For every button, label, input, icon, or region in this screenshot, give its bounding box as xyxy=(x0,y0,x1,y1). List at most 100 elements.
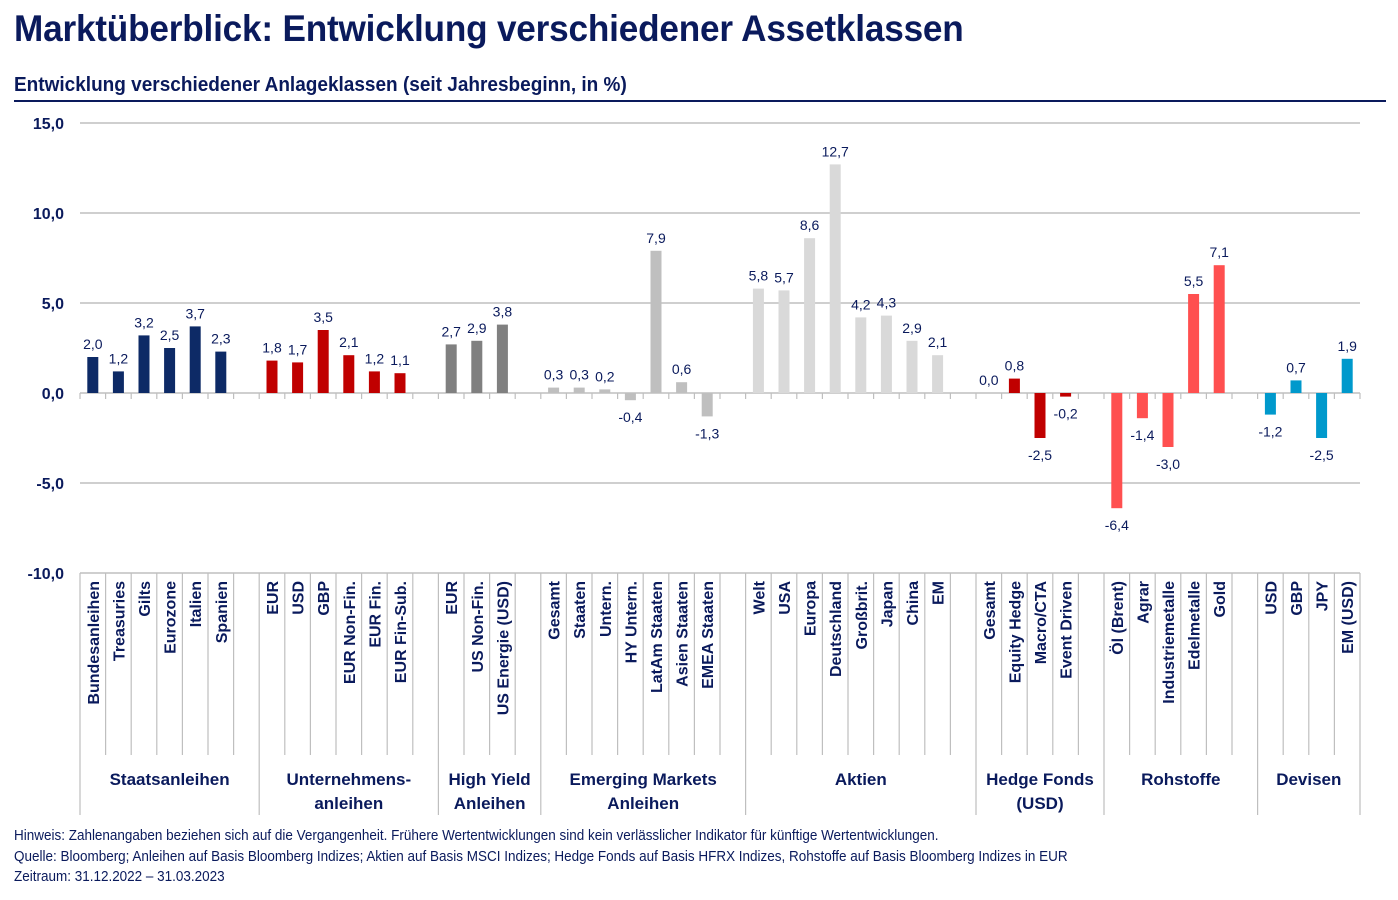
data-label: -1,2 xyxy=(1258,424,1282,440)
y-tick-label: -5,0 xyxy=(36,476,64,493)
bar xyxy=(138,335,150,393)
bar xyxy=(1264,393,1276,415)
category-label: EM (USD) xyxy=(1340,581,1357,654)
data-label: 0,2 xyxy=(595,368,615,384)
data-label: 0,7 xyxy=(1286,359,1306,375)
data-label: 2,7 xyxy=(441,323,461,339)
group-label: anleihen xyxy=(314,794,383,813)
category-label: Gilts xyxy=(137,581,154,617)
y-tick-label: 15,0 xyxy=(33,116,64,133)
category-label: Agrar xyxy=(1135,581,1152,624)
data-label: -2,5 xyxy=(1310,447,1334,463)
category-label: US Energie (USD) xyxy=(495,581,512,715)
bar xyxy=(1341,358,1353,393)
data-label: 1,8 xyxy=(262,340,282,356)
bar xyxy=(599,389,611,393)
category-label: EMEA Staaten xyxy=(700,581,717,689)
data-label: 3,5 xyxy=(313,309,333,325)
bar xyxy=(804,238,816,393)
category-label: Gold xyxy=(1212,581,1229,617)
data-label: 2,9 xyxy=(902,320,922,336)
data-label: 0,0 xyxy=(979,372,999,388)
category-label: Macro/CTA xyxy=(1033,581,1050,665)
bar xyxy=(368,371,380,393)
category-label: Gesamt xyxy=(982,580,999,639)
category-label: Equity Hedge xyxy=(1007,581,1024,683)
group-label: Rohstoffe xyxy=(1141,770,1220,789)
bar xyxy=(932,355,944,393)
data-label: 4,3 xyxy=(877,295,897,311)
category-label: EM xyxy=(931,581,948,605)
data-label: 5,7 xyxy=(774,269,794,285)
data-label: 12,7 xyxy=(822,143,849,159)
footnote-disclaimer: Hinweis: Zahlenangaben beziehen sich auf… xyxy=(14,828,939,844)
footnote-period: Zeitraum: 31.12.2022 – 31.03.2023 xyxy=(14,869,225,885)
category-label: China xyxy=(905,581,922,626)
data-label: 8,6 xyxy=(800,217,820,233)
bar xyxy=(189,326,201,393)
data-label: 2,0 xyxy=(83,336,103,352)
category-label: Europa xyxy=(803,581,820,636)
bar xyxy=(855,317,867,393)
category-label: Edelmetalle xyxy=(1187,581,1204,670)
group-label: High Yield xyxy=(449,770,531,789)
y-tick-label: 5,0 xyxy=(42,296,64,313)
bar xyxy=(266,360,278,393)
data-label: 4,2 xyxy=(851,296,871,312)
bar xyxy=(1290,380,1302,393)
bar xyxy=(676,382,688,393)
category-label: USD xyxy=(291,581,308,615)
data-label: 2,1 xyxy=(928,334,948,350)
bar xyxy=(1188,294,1200,393)
data-label: -3,0 xyxy=(1156,456,1180,472)
category-label: USA xyxy=(777,581,794,615)
category-label: Japan xyxy=(879,581,896,627)
bar xyxy=(778,290,790,393)
bar xyxy=(624,393,636,401)
title-divider xyxy=(14,100,1386,102)
data-label: 2,9 xyxy=(467,320,487,336)
group-label: Aktien xyxy=(835,770,887,789)
group-label: Staatsanleihen xyxy=(110,770,230,789)
data-label: 5,8 xyxy=(749,268,769,284)
category-label: Untern. xyxy=(598,581,615,637)
group-label: Hedge Fonds xyxy=(986,770,1094,789)
data-label: 5,5 xyxy=(1184,273,1204,289)
data-label: -1,4 xyxy=(1130,427,1154,443)
data-label: -0,4 xyxy=(618,409,642,425)
data-label: 7,1 xyxy=(1209,244,1229,260)
bar xyxy=(829,164,841,393)
category-label: Asien Staaten xyxy=(675,581,692,687)
data-label: 2,1 xyxy=(339,334,359,350)
category-label: EUR xyxy=(444,581,461,615)
footnote-source: Quelle: Bloomberg; Anleihen auf Basis Bl… xyxy=(14,849,1068,865)
bar xyxy=(343,355,355,393)
data-label: 0,3 xyxy=(569,367,589,383)
group-label: Anleihen xyxy=(454,794,526,813)
bar xyxy=(650,250,662,393)
bar xyxy=(1111,393,1123,509)
category-label: Großbrit. xyxy=(854,581,871,649)
bar xyxy=(701,393,713,417)
data-label: 1,7 xyxy=(288,341,308,357)
bar xyxy=(112,371,124,393)
data-label: -0,2 xyxy=(1054,406,1078,422)
data-label: 3,7 xyxy=(185,305,205,321)
category-label: EUR Fin. xyxy=(367,581,384,648)
data-label: 1,2 xyxy=(109,350,129,366)
category-label: JPY xyxy=(1315,581,1332,612)
category-label: LatAm Staaten xyxy=(649,581,666,693)
y-tick-label: 10,0 xyxy=(33,206,64,223)
page-title: Marktüberblick: Entwicklung verschiedene… xyxy=(14,8,964,49)
bar xyxy=(906,340,918,393)
data-label: 2,3 xyxy=(211,331,231,347)
data-label: 0,8 xyxy=(1005,358,1025,374)
bar xyxy=(752,288,764,393)
bar xyxy=(87,357,99,393)
category-label: Italien xyxy=(188,581,205,627)
bar xyxy=(215,351,227,393)
category-label: Spanien xyxy=(214,581,231,643)
category-label: Öl (Brent) xyxy=(1108,581,1127,655)
category-label: Deutschland xyxy=(828,581,845,677)
